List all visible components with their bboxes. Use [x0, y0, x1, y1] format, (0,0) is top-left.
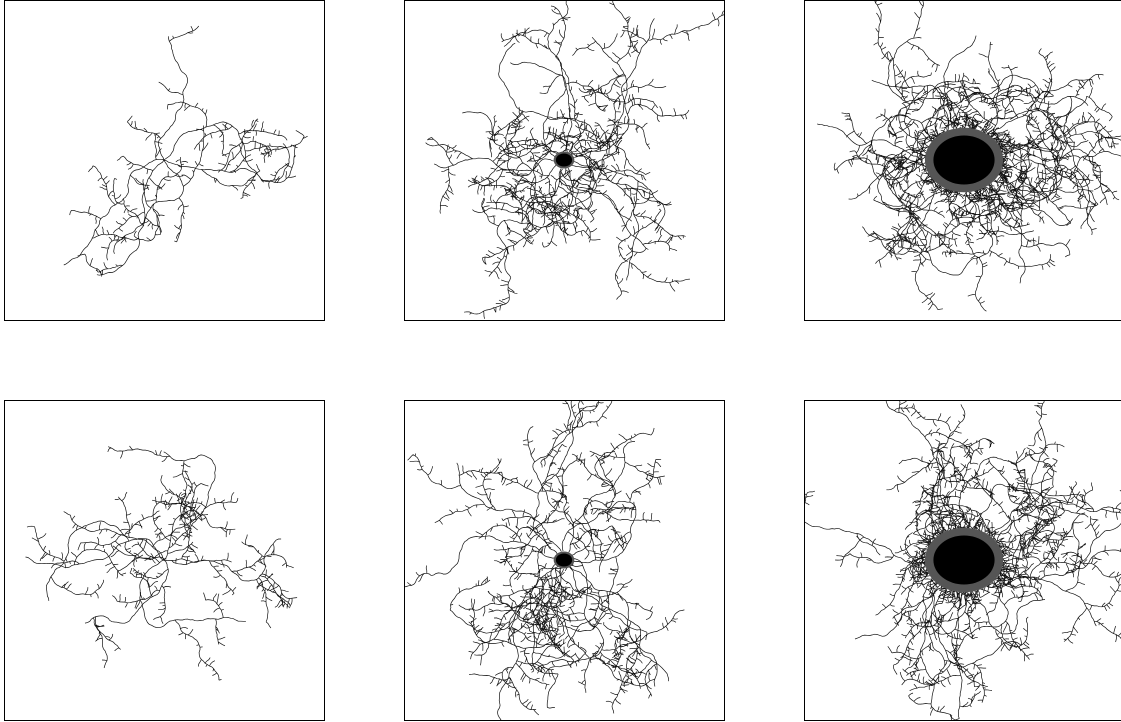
panel	[64, 26, 308, 277]
cluster-core	[933, 136, 994, 185]
dendrite	[389, 364, 684, 722]
cluster-core	[556, 554, 572, 567]
cluster-core	[556, 154, 572, 167]
panel	[817, 0, 1121, 311]
dendrite	[26, 446, 298, 680]
panel	[26, 446, 298, 680]
panel	[389, 364, 684, 722]
panel	[426, 0, 726, 319]
dendrite	[64, 26, 308, 277]
page: (() => { const data = JSON.parse(documen…	[0, 0, 1121, 722]
figure	[0, 0, 1121, 722]
panel	[791, 357, 1121, 722]
cluster-core	[933, 536, 994, 585]
dendrite	[426, 0, 726, 319]
